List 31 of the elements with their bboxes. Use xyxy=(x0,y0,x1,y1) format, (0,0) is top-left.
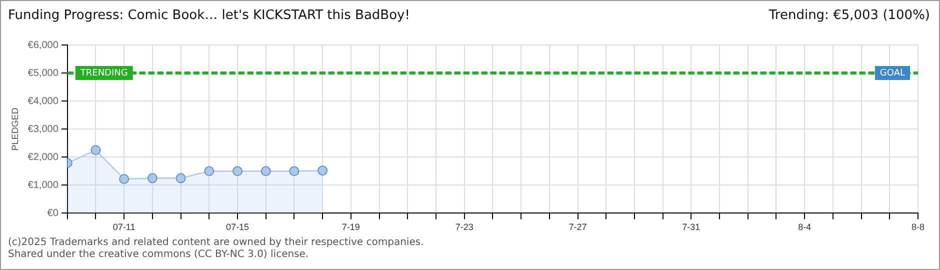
ref-line-label: TRENDING xyxy=(79,68,128,78)
y-tick-label: €0 xyxy=(47,208,59,219)
point xyxy=(318,166,328,176)
text: (c)2025 Trademarks and related content are owned by their respective companies. xyxy=(8,237,424,249)
x-tick-label: 7-19 xyxy=(342,222,360,232)
y-tick-label: €1,000 xyxy=(28,180,59,191)
y-tick-label: €4,000 xyxy=(28,96,59,107)
point xyxy=(90,145,101,156)
text: Shared under the creative commons (CC BY-NC 3.0) license. xyxy=(8,249,310,261)
x-tick-label: 8-8 xyxy=(911,222,925,232)
point xyxy=(260,166,271,176)
point xyxy=(232,166,243,176)
x-tick-label: 7-27 xyxy=(568,222,587,232)
point xyxy=(176,173,186,184)
chart-title: Funding Progress: Comic Book… let's KICKSTART this BadBoy! xyxy=(8,8,410,25)
chart-subtitle: Trending: €5,003 (100%) xyxy=(768,8,930,25)
y-axis-title: PLEDGED xyxy=(10,107,20,151)
y-tick-label: €6,000 xyxy=(28,40,59,51)
y-tick-label: €2,000 xyxy=(28,152,59,163)
x-tick-label: 8-4 xyxy=(798,222,812,232)
point xyxy=(204,166,214,176)
point xyxy=(289,166,300,176)
y-tick-label: €5,000 xyxy=(28,68,59,79)
point xyxy=(147,173,158,184)
y-tick-label: €3,000 xyxy=(28,124,59,135)
ref-line-label: GOAL xyxy=(880,68,906,78)
x-tick-label: 07-11 xyxy=(112,222,136,232)
x-tick-label: 7-23 xyxy=(455,222,474,232)
point xyxy=(119,174,130,184)
x-tick-label: 07-15 xyxy=(226,222,250,232)
x-tick-label: 7-31 xyxy=(682,222,700,232)
